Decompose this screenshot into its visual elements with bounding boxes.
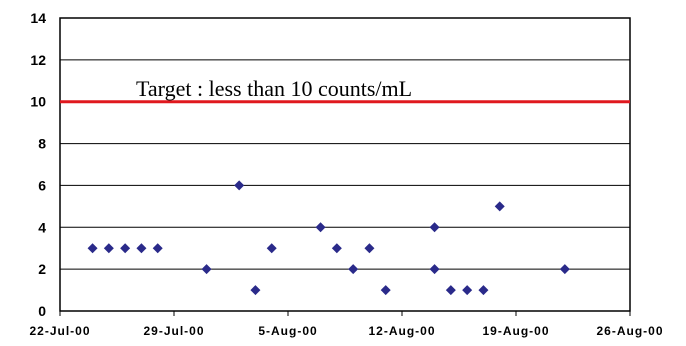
data-point — [87, 243, 98, 254]
data-point — [348, 264, 359, 275]
data-points — [87, 180, 570, 296]
data-point — [462, 285, 473, 296]
y-tick-label: 4 — [38, 219, 46, 235]
data-point — [136, 243, 147, 254]
x-tick-label: 19-Aug-00 — [482, 324, 549, 338]
y-tick-label: 14 — [30, 10, 46, 26]
data-point — [201, 264, 212, 275]
x-tick-label: 29-Jul-00 — [143, 324, 204, 338]
plot-area — [60, 18, 630, 311]
data-point — [364, 243, 375, 254]
y-tick-label: 8 — [38, 136, 46, 152]
y-tick-label: 12 — [30, 52, 46, 68]
y-axis-ticks: 0 2 4 6 8 10 12 14 — [30, 10, 46, 319]
data-point — [250, 285, 261, 296]
data-point — [478, 285, 489, 296]
plot-border — [59, 17, 631, 312]
data-point — [234, 180, 245, 191]
data-point — [266, 243, 277, 254]
x-tick-label: 5-Aug-00 — [258, 324, 317, 338]
data-point — [331, 243, 342, 254]
x-axis-ticks: 22-Jul-00 29-Jul-00 5-Aug-00 12-Aug-00 19-Au… — [29, 311, 663, 338]
data-point — [494, 201, 505, 212]
data-point — [429, 222, 440, 233]
y-tick-label: 6 — [38, 177, 46, 193]
y-tick-label: 2 — [38, 261, 46, 277]
data-point — [315, 222, 326, 233]
data-point — [429, 264, 440, 275]
data-point — [103, 243, 114, 254]
y-tick-label: 10 — [30, 94, 46, 110]
data-point — [445, 285, 456, 296]
data-point — [380, 285, 391, 296]
x-tick-label: 12-Aug-00 — [368, 324, 435, 338]
x-tick-label: 22-Jul-00 — [29, 324, 90, 338]
y-tick-label: 0 — [38, 303, 46, 319]
x-tick-label: 26-Aug-00 — [596, 324, 663, 338]
target-annotation: Target : less than 10 counts/mL — [136, 76, 412, 101]
data-point — [152, 243, 163, 254]
data-point — [120, 243, 131, 254]
data-point — [559, 264, 570, 275]
